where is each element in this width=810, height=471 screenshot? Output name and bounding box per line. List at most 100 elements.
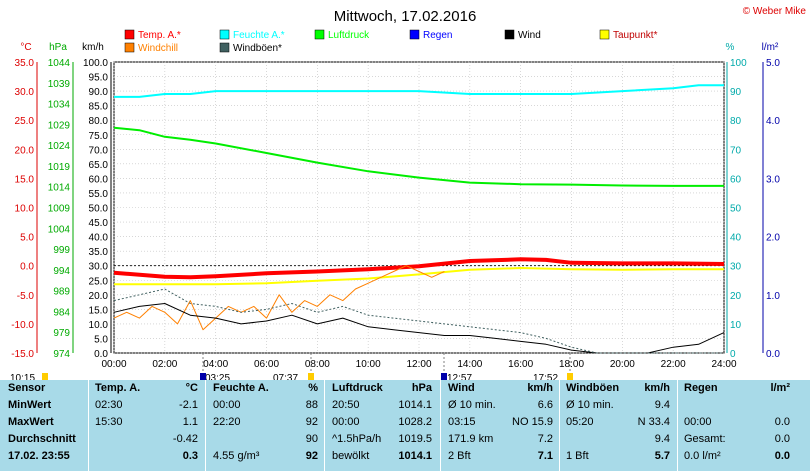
pressure-tick-label: 994 [53, 266, 70, 277]
legend-label: Feuchte A.* [233, 30, 285, 41]
humidity-tick-label: 0 [730, 349, 736, 360]
humidity-tick-label: 10 [730, 320, 742, 331]
time-marker-icon [308, 373, 314, 381]
weather-chart: Mittwoch, 17.02.2016 © Weber Mike Temp. … [10, 6, 807, 384]
temp-tick-label: 20.0 [15, 145, 35, 156]
legend-label: Wind [518, 30, 541, 41]
time-marker-icon [200, 373, 206, 381]
wind-tick-label: 95.0 [89, 73, 109, 84]
summary-row-label: Durchschnitt [8, 433, 76, 445]
pressure-tick-label: 974 [53, 349, 70, 360]
series-line-2 [113, 126, 724, 187]
wind-tick-label: 60.0 [89, 174, 109, 185]
pressure-tick-label: 1034 [48, 100, 71, 111]
legend-swatch [219, 29, 230, 40]
summary-header: Luftdruck [332, 382, 383, 394]
sunset-time-label: 17:52 [533, 373, 558, 380]
summary-cell: 0.0 l/m² [684, 450, 721, 462]
chart-markers: 10:15 03:25 07:37 12:57 17:52 [10, 353, 573, 384]
wind-tick-label: 35.0 [89, 247, 109, 258]
summary-cell: 0.0 [774, 450, 790, 462]
temp-tick-label: -10.0 [11, 320, 34, 331]
sunrise-time-label: 10:15 [10, 373, 35, 380]
summary-cell: 92 [305, 416, 318, 428]
wind-tick-label: 55.0 [89, 189, 109, 200]
summary-header: km/h [527, 382, 553, 394]
wind-tick-label: 10.0 [89, 320, 109, 331]
summary-cell: NO 15.9 [512, 416, 553, 428]
temp-tick-label: 5.0 [20, 233, 34, 244]
summary-cell: Ø 10 min. [566, 399, 614, 411]
x-tick-label: 16:00 [508, 359, 533, 370]
summary-cell: -2.1 [179, 399, 198, 411]
summary-cell: 0.0 [774, 416, 790, 428]
x-tick-label: 02:00 [152, 359, 177, 370]
plot-frame [113, 61, 725, 354]
summary-header: Feuchte A. [213, 382, 269, 394]
rain-tick-label: 0.0 [766, 349, 780, 360]
pressure-tick-label: 1024 [48, 141, 71, 152]
summary-separator [88, 380, 89, 471]
pressure-tick-label: 1004 [48, 224, 71, 235]
summary-cell: 1.1 [182, 416, 198, 428]
wind-tick-label: 65.0 [89, 160, 109, 171]
time-marker-icon [567, 373, 573, 381]
pressure-tick-label: 1029 [48, 120, 71, 131]
wind-tick-label: 5.0 [94, 334, 108, 345]
x-tick-label: 18:00 [559, 359, 584, 370]
summary-header: °C [185, 382, 198, 394]
summary-header: hPa [411, 382, 432, 394]
min-temp-time-label: 03:25 [205, 373, 230, 380]
wind-tick-label: 85.0 [89, 102, 109, 113]
summary-cell: 1028.2 [398, 416, 432, 428]
legend-label: Taupunkt* [613, 30, 658, 41]
summary-cell: 90 [305, 433, 318, 445]
summary-cell: 92 [305, 450, 318, 462]
summary-cell: -0.42 [172, 433, 198, 445]
legend-label: Windchill [138, 43, 178, 54]
humidity-axis-unit: % [726, 42, 735, 53]
temp-tick-label: 15.0 [15, 174, 35, 185]
summary-row-label: MinWert [8, 399, 52, 411]
summary-cell: 1014.1 [398, 399, 432, 411]
max-time-label: 12:57 [447, 373, 472, 380]
x-tick-label: 06:00 [254, 359, 279, 370]
wind-tick-label: 90.0 [89, 87, 109, 98]
humidity-tick-label: 20 [730, 291, 742, 302]
summary-cell: 171.9 km [448, 433, 494, 445]
pressure-tick-label: 1044 [48, 58, 71, 69]
x-tick-label: 10:00 [356, 359, 381, 370]
humidity-tick-label: 100 [730, 58, 747, 69]
rain-tick-label: 2.0 [766, 233, 780, 244]
temp-tick-label: 35.0 [15, 58, 35, 69]
chart-title: Mittwoch, 17.02.2016 [334, 8, 477, 25]
summary-cell: 1 Bft [566, 450, 589, 462]
x-tick-label: 04:00 [203, 359, 228, 370]
summary-separator [324, 380, 325, 471]
wind-tick-label: 80.0 [89, 116, 109, 127]
rain-tick-label: 1.0 [766, 291, 780, 302]
humidity-tick-label: 60 [730, 174, 742, 185]
wind-tick-label: 70.0 [89, 145, 109, 156]
x-tick-label: 08:00 [305, 359, 330, 370]
series-line-5 [113, 303, 725, 354]
wind-tick-label: 100.0 [83, 58, 108, 69]
temp-tick-label: 10.0 [15, 204, 35, 215]
summary-cell: 15:30 [95, 416, 123, 428]
temp-tick-label: 0.0 [20, 262, 34, 273]
summary-cell: 03:15 [448, 416, 476, 428]
legend-swatch [124, 29, 135, 40]
legend-swatch [124, 42, 135, 53]
pressure-tick-label: 1009 [48, 204, 71, 215]
summary-cell: ^1.5hPa/h [332, 433, 382, 445]
legend-swatch [219, 42, 230, 53]
summary-cell: 05:20 [566, 416, 594, 428]
wind-tick-label: 45.0 [89, 218, 109, 229]
summary-cell: N 33.4 [637, 416, 670, 428]
summary-cell: 00:00 [332, 416, 360, 428]
humidity-tick-label: 50 [730, 204, 742, 215]
humidity-tick-label: 80 [730, 116, 742, 127]
rain-axis-unit: l/m² [762, 42, 779, 53]
wind-tick-label: 75.0 [89, 131, 109, 142]
pressure-axis-unit: hPa [49, 42, 67, 53]
